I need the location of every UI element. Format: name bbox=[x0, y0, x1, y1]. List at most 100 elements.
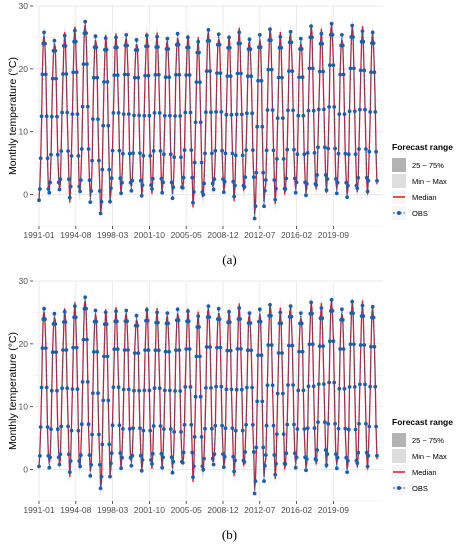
obs-point bbox=[322, 107, 326, 112]
obs-point bbox=[316, 145, 320, 150]
obs-point bbox=[38, 454, 42, 458]
obs-point bbox=[242, 460, 247, 464]
obs-point bbox=[332, 380, 337, 385]
obs-point bbox=[171, 459, 176, 464]
obs-point bbox=[53, 48, 58, 53]
obs-point bbox=[278, 34, 283, 39]
obs-point bbox=[186, 319, 191, 324]
obs-point bbox=[253, 479, 258, 483]
obs-point bbox=[269, 38, 273, 42]
obs-point bbox=[169, 455, 174, 460]
obs-point bbox=[176, 42, 181, 47]
obs-point bbox=[302, 152, 307, 157]
obs-point bbox=[286, 108, 290, 113]
obs-point bbox=[231, 179, 236, 184]
obs-point bbox=[252, 491, 257, 496]
legend-item-label: 25 ~ 75% bbox=[412, 436, 444, 445]
obs-point bbox=[192, 190, 196, 194]
obs-point bbox=[275, 391, 280, 396]
obs-point bbox=[49, 152, 53, 157]
obs-point bbox=[40, 346, 45, 350]
obs-point bbox=[146, 348, 151, 352]
obs-point bbox=[179, 155, 183, 160]
obs-point bbox=[281, 116, 285, 121]
obs-point bbox=[180, 185, 185, 190]
obs-point bbox=[366, 453, 371, 458]
obs-point bbox=[87, 178, 92, 183]
obs-point bbox=[353, 427, 358, 432]
obs-point bbox=[160, 190, 165, 195]
obs-point bbox=[184, 347, 189, 351]
obs-point bbox=[372, 344, 377, 349]
x-tick-label: 2012-07 bbox=[244, 230, 275, 240]
obs-point bbox=[190, 450, 195, 455]
obs-point bbox=[270, 383, 275, 388]
obs-point bbox=[137, 113, 142, 118]
obs-point bbox=[345, 195, 349, 200]
obs-point bbox=[221, 465, 226, 469]
obs-point bbox=[287, 343, 291, 348]
obs-point bbox=[121, 151, 125, 156]
obs-point bbox=[285, 422, 290, 427]
obs-point bbox=[283, 187, 288, 191]
obs-point bbox=[304, 193, 308, 198]
obs-point bbox=[251, 422, 255, 427]
obs-point bbox=[97, 158, 101, 163]
obs-point bbox=[172, 155, 177, 160]
obs-point bbox=[105, 354, 110, 359]
obs-point bbox=[233, 183, 237, 188]
obs-point bbox=[291, 108, 295, 113]
obs-point bbox=[311, 108, 316, 113]
obs-point bbox=[329, 298, 334, 302]
obs-point bbox=[43, 72, 48, 77]
obs-point bbox=[239, 347, 243, 351]
obs-point bbox=[231, 454, 236, 459]
obs-point bbox=[111, 111, 116, 115]
obs-point bbox=[367, 424, 372, 429]
obs-point bbox=[302, 427, 307, 431]
obs-point bbox=[333, 421, 337, 426]
obs-point bbox=[156, 72, 161, 77]
x-tick-label: 1994-08 bbox=[60, 230, 91, 240]
obs-point bbox=[264, 423, 269, 428]
obs-point bbox=[245, 348, 250, 353]
obs-point bbox=[142, 113, 147, 118]
obs-point bbox=[156, 320, 160, 325]
y-axis-title: Monthly temperature (°C) bbox=[7, 332, 19, 450]
obs-point bbox=[323, 173, 328, 177]
obs-point bbox=[139, 193, 144, 198]
obs-point bbox=[135, 323, 140, 328]
obs-point bbox=[161, 180, 166, 185]
obs-point bbox=[360, 303, 365, 308]
obs-point bbox=[197, 50, 201, 55]
obs-point bbox=[259, 353, 264, 358]
obs-point bbox=[61, 72, 65, 76]
obs-point bbox=[223, 426, 228, 431]
obs-point bbox=[162, 113, 167, 118]
obs-point bbox=[214, 110, 219, 114]
obs-point bbox=[187, 347, 192, 351]
obs-point bbox=[206, 28, 211, 32]
obs-point bbox=[198, 394, 203, 399]
obs-point bbox=[115, 347, 120, 352]
obs-point bbox=[49, 114, 54, 119]
obs-point bbox=[116, 385, 121, 390]
x-tick-label: 1998-03 bbox=[97, 505, 128, 515]
obs-point bbox=[67, 177, 71, 182]
obs-point bbox=[324, 188, 329, 193]
obs-point bbox=[111, 385, 116, 390]
obs-point bbox=[335, 455, 340, 460]
obs-point bbox=[177, 72, 182, 77]
obs-point bbox=[49, 427, 53, 432]
obs-point bbox=[369, 70, 373, 75]
obs-point bbox=[186, 309, 190, 314]
obs-point bbox=[275, 157, 279, 161]
obs-point bbox=[170, 470, 175, 475]
legend-item-label: Min ~ Max bbox=[412, 452, 447, 461]
obs-point bbox=[134, 38, 139, 42]
obs-point bbox=[235, 347, 240, 351]
x-tick-label: 2008-12 bbox=[207, 505, 238, 515]
obs-point bbox=[48, 455, 52, 460]
legend-item-label: Median bbox=[412, 468, 437, 477]
obs-point bbox=[117, 423, 122, 428]
